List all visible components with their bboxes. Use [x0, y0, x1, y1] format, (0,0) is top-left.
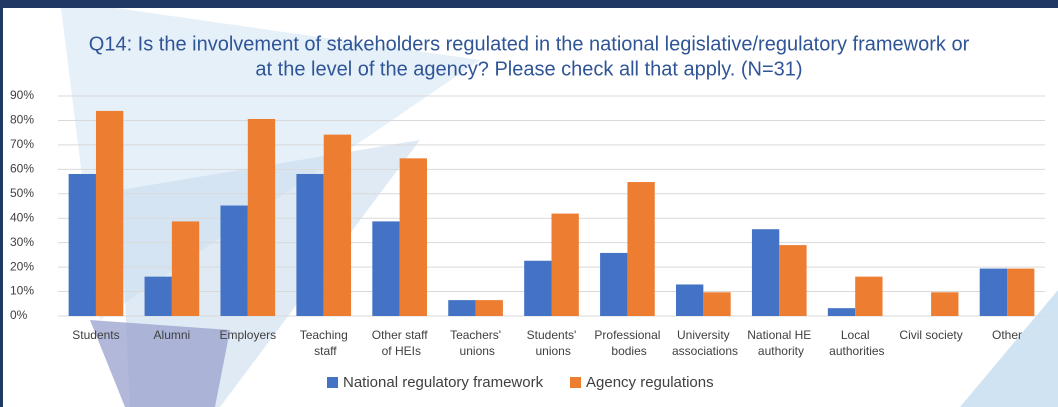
x-tick-label: Civil society — [899, 328, 962, 342]
y-tick-label: 90% — [10, 88, 34, 102]
bar — [323, 134, 352, 316]
bar — [627, 182, 655, 316]
x-tick-label: Teachers' unions — [450, 328, 501, 358]
chart-title: Q14: Is the involvement of stakeholders … — [89, 33, 970, 55]
decoration — [90, 320, 230, 407]
decoration — [960, 290, 1058, 407]
y-tick-label: 50% — [10, 186, 34, 200]
bar — [551, 213, 579, 316]
x-tick-label: Other — [992, 328, 1022, 342]
y-tick-label: 80% — [10, 113, 34, 127]
chart-title: at the level of the agency? Please check… — [255, 58, 802, 80]
x-tick-label: Local authorities — [826, 328, 885, 358]
y-tick-label: 60% — [10, 162, 34, 176]
x-tick-label: Alumni — [154, 328, 191, 342]
bar — [931, 292, 959, 316]
bar — [855, 276, 883, 316]
bar — [247, 118, 276, 316]
x-tick-label: Employers — [219, 328, 276, 342]
x-tick-label: University associations — [669, 328, 738, 358]
bar — [600, 252, 628, 316]
frame-left — [0, 0, 3, 407]
bar — [220, 205, 248, 316]
x-tick-label: Students — [72, 328, 119, 342]
bar — [144, 276, 172, 316]
x-tick-label: Students' unions — [527, 328, 577, 358]
bar — [979, 268, 1008, 316]
bar — [676, 284, 704, 316]
y-tick-label: 10% — [10, 284, 34, 298]
bar — [475, 300, 503, 316]
bar — [779, 245, 807, 316]
bar — [751, 229, 780, 316]
y-tick-label: 20% — [10, 259, 34, 273]
x-tick-label: Professional bodies — [594, 328, 660, 358]
bar — [1007, 268, 1035, 316]
y-tick-label: 30% — [10, 235, 34, 249]
bar — [703, 292, 731, 316]
legend-label: Agency regulations — [586, 374, 714, 391]
x-tick-label: Teaching staff — [300, 328, 348, 358]
bar — [372, 221, 400, 316]
bar — [399, 158, 427, 316]
x-tick-label: Other staff of HEIs — [372, 328, 428, 358]
bar — [296, 173, 324, 316]
bar — [524, 260, 552, 316]
bar — [171, 221, 200, 316]
y-tick-label: 70% — [10, 137, 34, 151]
bar — [95, 110, 124, 317]
legend-swatch — [570, 377, 581, 388]
bar — [68, 173, 96, 316]
y-tick-label: 40% — [10, 210, 34, 224]
bar — [448, 300, 476, 316]
x-tick-label: National HE authority — [747, 328, 811, 358]
y-tick-label: 0% — [10, 308, 28, 322]
bar — [827, 308, 856, 316]
legend-label: National regulatory framework — [343, 374, 544, 391]
legend-swatch — [327, 377, 338, 388]
frame-top — [0, 0, 1058, 8]
